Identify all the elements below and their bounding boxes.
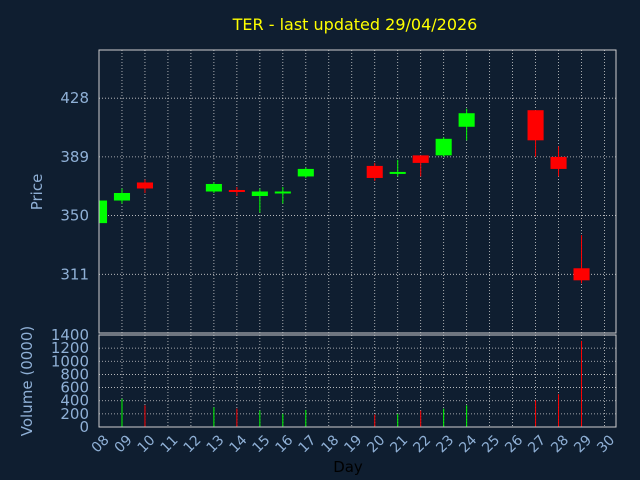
- x-tick-label: 15: [250, 432, 274, 456]
- candle-body: [389, 171, 406, 174]
- x-tick-label: 28: [548, 432, 572, 456]
- x-tick-label: 13: [204, 432, 228, 456]
- candle-body: [136, 182, 153, 189]
- candle-body: [573, 268, 590, 281]
- x-tick-label: 22: [410, 432, 434, 456]
- x-tick-label: 18: [318, 432, 342, 456]
- volume-tick-label: 800: [60, 365, 89, 383]
- volume-tick-label: 1200: [51, 339, 89, 357]
- x-axis-label: Day: [333, 458, 363, 476]
- x-tick-label: 11: [158, 432, 182, 456]
- chart-title: TER - last updated 29/04/2026: [232, 15, 478, 34]
- x-tick-label: 23: [433, 432, 457, 456]
- candle-body: [228, 189, 245, 192]
- x-tick-label: 19: [341, 432, 365, 456]
- candle-body: [251, 191, 268, 197]
- price-tick-label: 428: [60, 89, 89, 107]
- x-tick-label: 24: [456, 432, 480, 456]
- x-tick-label: 16: [273, 432, 297, 456]
- candle-body: [113, 193, 131, 201]
- x-tick-label: 30: [594, 432, 618, 456]
- volume-bars: [121, 340, 583, 427]
- volume-tick-label: 400: [60, 392, 89, 410]
- candle-body: [412, 155, 429, 163]
- x-tick-label: 12: [181, 432, 205, 456]
- x-tick-label: 09: [112, 432, 136, 456]
- candle-body: [550, 156, 567, 169]
- x-tick-label: 21: [387, 432, 411, 456]
- volume-tick-label: 0: [79, 418, 89, 436]
- volume-tick-label: 600: [60, 379, 89, 397]
- price-axis-label: Price: [28, 174, 46, 211]
- price-tick-label: 350: [60, 207, 89, 225]
- volume-tick-label: 200: [60, 405, 89, 423]
- candle-body: [527, 110, 544, 141]
- x-tick-label: 27: [525, 432, 549, 456]
- x-tick-label: 17: [295, 432, 319, 456]
- x-tick-label: 14: [227, 432, 251, 456]
- volume-grid: [98, 334, 616, 428]
- x-tick-label: 29: [571, 432, 595, 456]
- x-tick-label: 08: [89, 432, 113, 456]
- candle-body: [99, 200, 108, 224]
- volume-tick-label: 1400: [51, 326, 89, 344]
- candle-body: [297, 168, 314, 177]
- volume-axis-label: Volume (0000): [18, 326, 36, 436]
- price-grid: [98, 50, 616, 333]
- price-frame: [98, 49, 617, 334]
- price-tick-label: 311: [60, 265, 89, 283]
- x-tick-label: 25: [479, 432, 503, 456]
- x-tick-label: 10: [135, 432, 159, 456]
- volume-tick-label: 1000: [51, 352, 89, 370]
- candle-body: [366, 165, 383, 178]
- candle-body: [435, 138, 452, 156]
- x-tick-label: 26: [502, 432, 526, 456]
- candle-body: [458, 113, 475, 127]
- x-tick-labels: 08 09 10 11 12 13 14 15 16 17 18 19 20 21 22 23 24 25 26 27…: [89, 432, 618, 456]
- price-tick-label: 389: [60, 148, 89, 166]
- candle-body: [205, 183, 222, 192]
- volume-frame: [98, 334, 617, 428]
- price-tick-labels: 311 350 389 428: [60, 89, 89, 283]
- x-tick-label: 20: [364, 432, 388, 456]
- price-panel: 311 350 389 428 Price: [28, 49, 617, 334]
- candle-body: [274, 191, 291, 194]
- price-candles: [98, 108, 590, 284]
